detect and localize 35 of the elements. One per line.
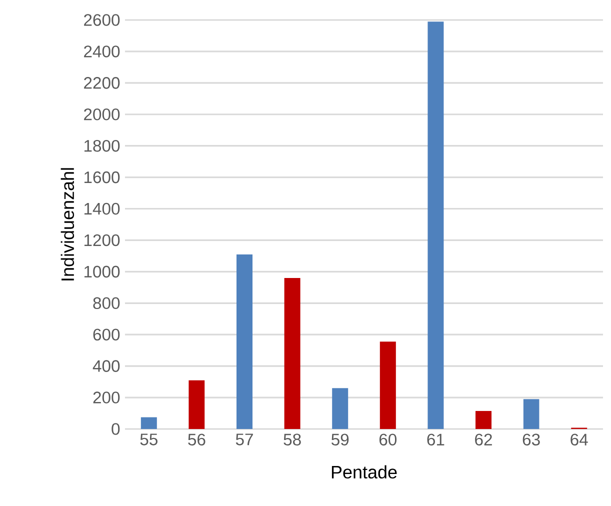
x-tick-label: 57 — [236, 434, 253, 446]
y-tick-label: 1000 — [84, 266, 120, 278]
x-tick-label: 58 — [284, 434, 301, 446]
y-tick-label: 1200 — [84, 234, 120, 246]
x-tick-label: 63 — [522, 434, 540, 446]
x-tick-label: 61 — [427, 434, 444, 446]
y-tick-label: 1400 — [84, 202, 120, 215]
bar — [476, 410, 492, 429]
bar — [188, 380, 205, 429]
y-tick-label: 2600 — [84, 14, 120, 26]
x-tick-label: 55 — [140, 434, 158, 446]
y-tick-label: 1800 — [84, 140, 120, 152]
x-tick-label: 60 — [379, 434, 397, 446]
bar — [236, 254, 253, 429]
x-tick-label: 59 — [332, 434, 349, 446]
bar — [140, 417, 157, 429]
y-tick-label: 600 — [93, 328, 120, 341]
x-axis-title: Pentade — [332, 465, 397, 479]
y-tick-label: 2200 — [84, 77, 120, 89]
bar — [332, 388, 348, 429]
y-tick-label: 800 — [93, 297, 120, 310]
y-tick-label: 2400 — [84, 46, 120, 58]
bar — [380, 342, 396, 429]
y-tick-label: 0 — [112, 423, 120, 435]
x-tick-label: 62 — [475, 434, 492, 446]
bar — [523, 399, 540, 429]
y-axis-title: Individuenzahl — [60, 168, 74, 280]
y-tick-label: 2000 — [84, 108, 120, 120]
x-tick-label: 56 — [188, 434, 206, 446]
bar — [284, 278, 300, 429]
y-tick-label: 1600 — [84, 171, 120, 184]
bar — [428, 22, 444, 429]
y-tick-label: 200 — [93, 392, 120, 404]
x-tick-label: 64 — [570, 434, 588, 446]
y-tick-label: 400 — [92, 360, 120, 372]
